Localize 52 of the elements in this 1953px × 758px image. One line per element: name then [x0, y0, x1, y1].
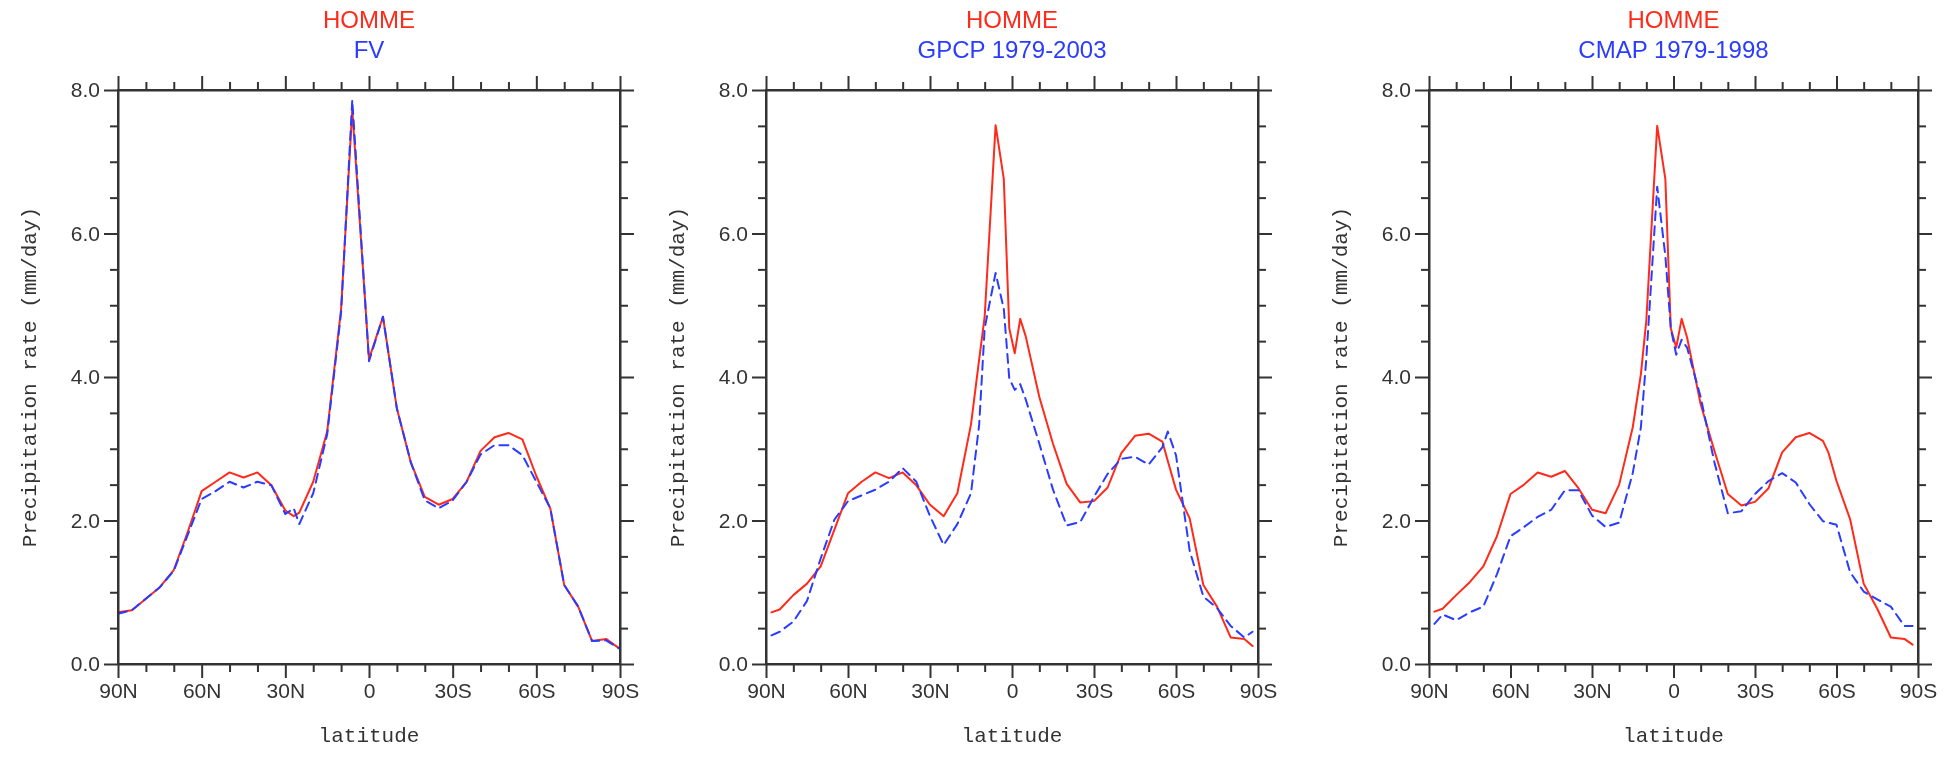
x-tick-label: 60N: [182, 679, 222, 703]
text: HOMME: [323, 6, 415, 33]
line-series: [770, 271, 1254, 639]
x-tick-label: 90N: [99, 679, 138, 703]
line-series: [770, 124, 1254, 648]
x-tick-label: 30N: [266, 679, 306, 703]
x-tick-label: 30S: [1075, 679, 1114, 703]
line-series: [1433, 124, 1914, 646]
x-tick-label: 90S: [1899, 679, 1938, 703]
y-tick-label: 2.0: [1381, 508, 1411, 532]
x-tick-label: 60S: [518, 679, 556, 703]
x-tick-label: 90S: [1239, 679, 1278, 703]
y-tick-label: 2.0: [70, 508, 100, 532]
y-tick-label: 0.0: [718, 652, 748, 676]
x-axis-title: latitude: [1623, 725, 1724, 748]
y-tick-label: 4.0: [718, 365, 748, 389]
x-tick-label: 60S: [1157, 679, 1196, 703]
y-axis-title: Precipitation rate (mm/day): [667, 206, 690, 548]
y-tick-label: 8.0: [718, 78, 748, 102]
y-axis-title: Precipitation rate (mm/day): [19, 206, 42, 548]
x-tick-label: 0: [1668, 679, 1680, 703]
x-axis-title: latitude: [318, 725, 420, 748]
line-series: [1433, 185, 1914, 627]
y-axis-title: Precipitation rate (mm/day): [1330, 206, 1353, 548]
x-tick-label: 30S: [1736, 679, 1775, 703]
y-tick-label: 6.0: [1381, 221, 1411, 245]
series-label: FV: [353, 36, 385, 63]
y-tick-label: 0.0: [1381, 652, 1411, 676]
y-tick-label: 6.0: [70, 221, 100, 245]
x-axis-title: latitude: [961, 725, 1063, 748]
y-tick-label: 0.0: [70, 652, 100, 676]
y-tick-label: 8.0: [70, 78, 100, 102]
x-tick-label: 90N: [1410, 679, 1449, 703]
text: CMAP 1979-1998: [1578, 36, 1769, 63]
x-tick-label: 0: [1006, 679, 1019, 703]
y-tick-label: 4.0: [70, 365, 100, 389]
text: HOMME: [1627, 6, 1720, 33]
text: HOMME: [966, 6, 1058, 33]
x-tick-label: 30N: [1573, 679, 1612, 703]
x-tick-label: 30N: [911, 679, 950, 703]
y-tick-label: 8.0: [1381, 78, 1411, 102]
x-tick-label: 60N: [1491, 679, 1531, 703]
text: GPCP 1979-2003: [917, 36, 1107, 63]
x-tick-label: 60N: [829, 679, 868, 703]
x-tick-label: 60S: [1818, 679, 1856, 703]
y-tick-label: 6.0: [718, 221, 748, 245]
x-tick-label: 30S: [434, 679, 472, 703]
y-tick-label: 2.0: [718, 508, 748, 532]
x-tick-label: 0: [363, 679, 376, 703]
y-tick-label: 4.0: [1381, 365, 1411, 389]
x-tick-label: 90S: [601, 679, 640, 703]
x-tick-label: 90N: [747, 679, 786, 703]
